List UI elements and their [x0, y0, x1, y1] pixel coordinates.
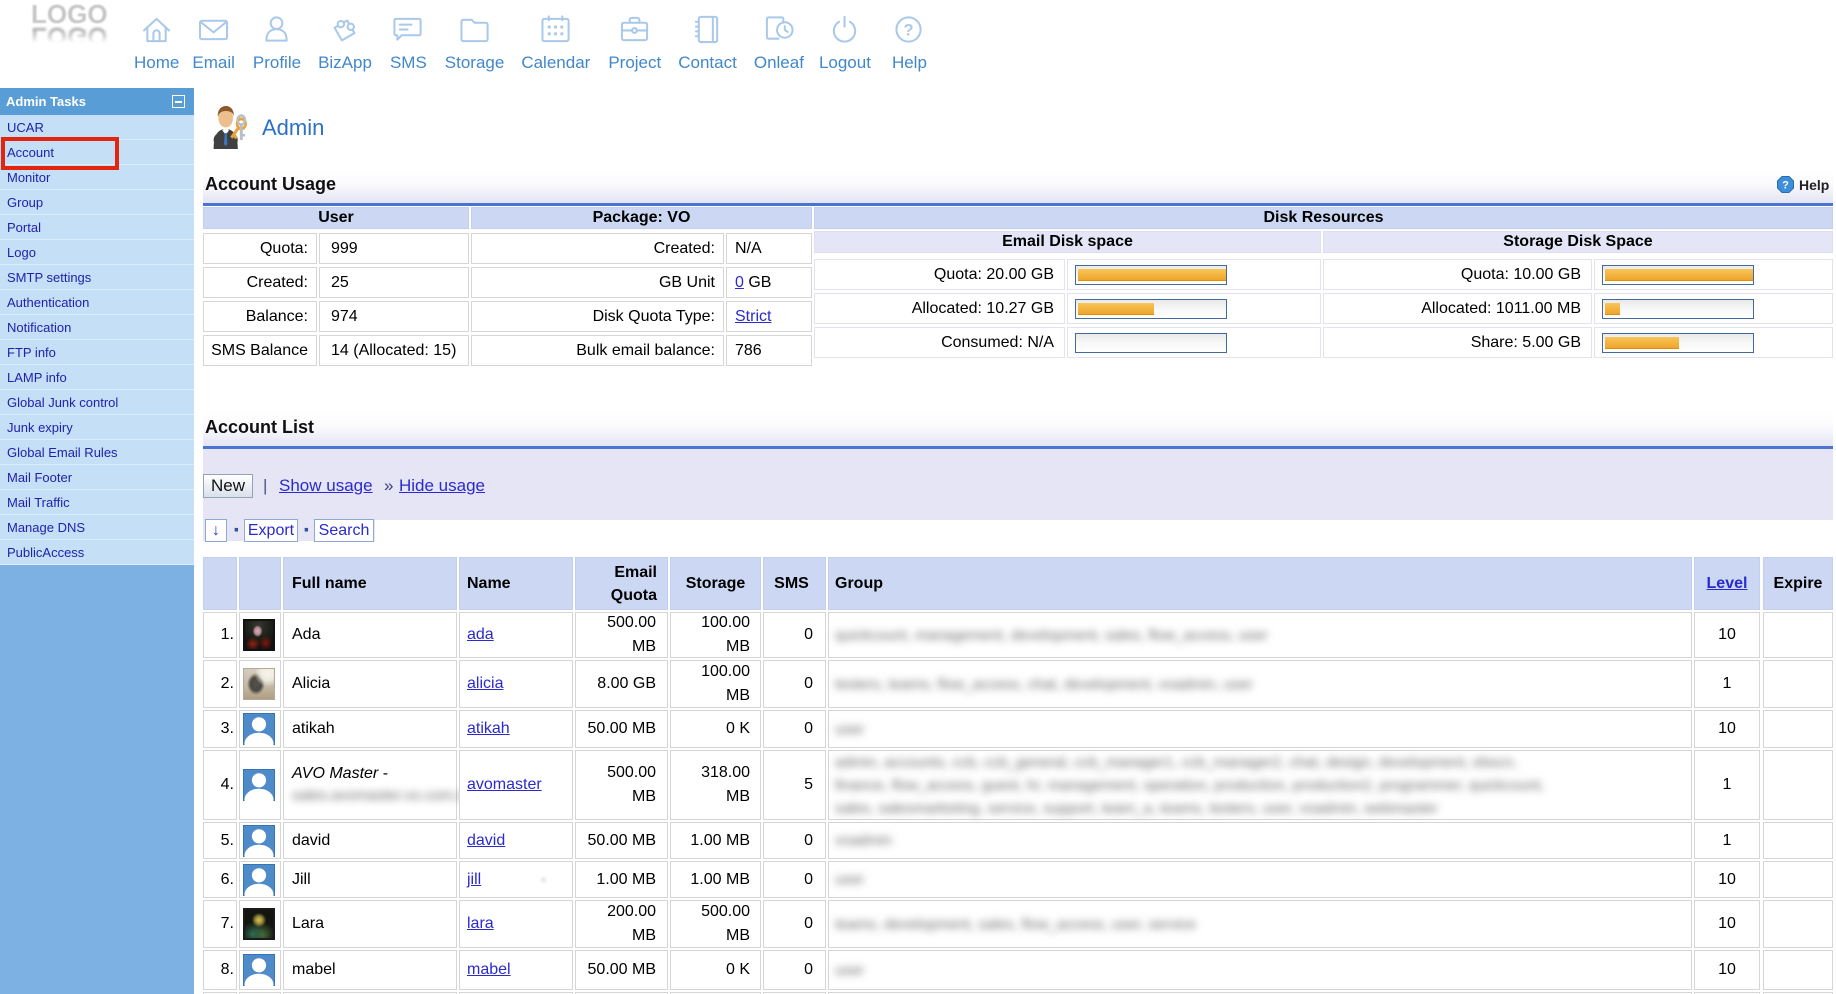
svg-text:?: ?	[904, 21, 914, 39]
svg-text:?: ?	[1782, 180, 1789, 192]
